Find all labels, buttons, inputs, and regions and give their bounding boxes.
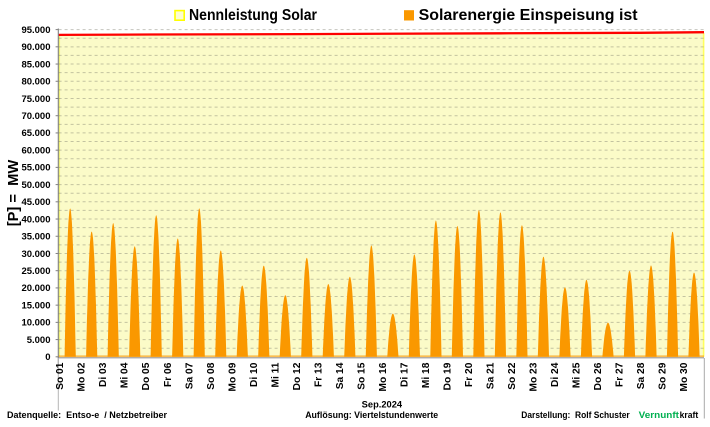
svg-text:Fr 27: Fr 27 — [615, 362, 626, 387]
svg-text:Do 19: Do 19 — [442, 362, 453, 390]
svg-text:Mi 25: Mi 25 — [572, 362, 583, 388]
svg-text:80.000: 80.000 — [21, 77, 50, 88]
svg-text:Sa 14: Sa 14 — [335, 362, 346, 389]
svg-text:Datenquelle: Entso-e / Netzb: Datenquelle: Entso-e / Netzbetreiber — [7, 410, 168, 420]
svg-text:85.000: 85.000 — [21, 59, 50, 70]
svg-text:kraft: kraft — [680, 410, 699, 420]
svg-text:15.000: 15.000 — [21, 300, 50, 311]
svg-text:So 22: So 22 — [507, 362, 518, 390]
svg-text:35.000: 35.000 — [21, 232, 50, 243]
svg-text:[P] = MW: [P] = MW — [6, 159, 22, 226]
svg-text:90.000: 90.000 — [21, 42, 50, 53]
svg-text:0: 0 — [45, 352, 50, 363]
svg-text:Darstellung: Rolf Schuster: Darstellung: Rolf Schuster — [521, 410, 630, 420]
svg-text:Fr 13: Fr 13 — [313, 362, 324, 387]
svg-text:Mi 11: Mi 11 — [270, 362, 281, 387]
svg-text:10.000: 10.000 — [21, 318, 50, 329]
svg-text:Mi 18: Mi 18 — [421, 362, 432, 388]
svg-text:Solarenergie Einspeisung ist: Solarenergie Einspeisung ist — [419, 7, 638, 24]
svg-text:Mo 09: Mo 09 — [227, 362, 238, 391]
svg-text:Sa 21: Sa 21 — [485, 362, 496, 389]
svg-text:30.000: 30.000 — [21, 249, 50, 260]
svg-text:Mo 30: Mo 30 — [679, 362, 690, 391]
svg-text:45.000: 45.000 — [21, 197, 50, 208]
svg-text:Sa 28: Sa 28 — [636, 362, 647, 389]
svg-text:Di 10: Di 10 — [249, 362, 260, 387]
svg-text:Vernunft: Vernunft — [639, 410, 679, 420]
svg-text:Sa 07: Sa 07 — [184, 362, 195, 389]
svg-text:Do 05: Do 05 — [141, 362, 152, 390]
svg-text:Auflösung: Viertelstundenwerte: Auflösung: Viertelstundenwerte — [305, 410, 438, 420]
svg-text:55.000: 55.000 — [21, 163, 50, 174]
svg-text:25.000: 25.000 — [21, 266, 50, 277]
svg-text:Sep.2024: Sep.2024 — [362, 400, 403, 410]
svg-text:So 15: So 15 — [356, 362, 367, 390]
svg-text:40.000: 40.000 — [21, 214, 50, 225]
svg-text:50.000: 50.000 — [21, 180, 50, 191]
svg-text:Do 12: Do 12 — [292, 362, 303, 390]
svg-text:65.000: 65.000 — [21, 128, 50, 139]
svg-text:So 08: So 08 — [206, 362, 217, 390]
svg-text:Mo 16: Mo 16 — [378, 362, 389, 391]
svg-text:Mo 02: Mo 02 — [77, 362, 88, 391]
svg-text:Do 26: Do 26 — [593, 362, 604, 390]
svg-text:Mo 23: Mo 23 — [528, 362, 539, 391]
svg-text:Fr 20: Fr 20 — [464, 362, 475, 387]
svg-text:Di 03: Di 03 — [98, 362, 109, 387]
svg-text:Fr 06: Fr 06 — [163, 362, 174, 387]
svg-text:So 01: So 01 — [55, 362, 66, 390]
svg-text:20.000: 20.000 — [21, 283, 50, 294]
svg-text:5.000: 5.000 — [27, 335, 51, 346]
svg-text:Nennleistung Solar: Nennleistung Solar — [189, 7, 317, 24]
svg-text:So 29: So 29 — [658, 362, 669, 390]
svg-text:75.000: 75.000 — [21, 94, 50, 105]
svg-text:Di 17: Di 17 — [399, 362, 410, 387]
svg-text:Di 24: Di 24 — [550, 362, 561, 387]
svg-text:70.000: 70.000 — [21, 111, 50, 122]
svg-text:60.000: 60.000 — [21, 145, 50, 156]
svg-text:Mi 04: Mi 04 — [120, 362, 131, 388]
svg-text:95.000: 95.000 — [21, 25, 50, 36]
